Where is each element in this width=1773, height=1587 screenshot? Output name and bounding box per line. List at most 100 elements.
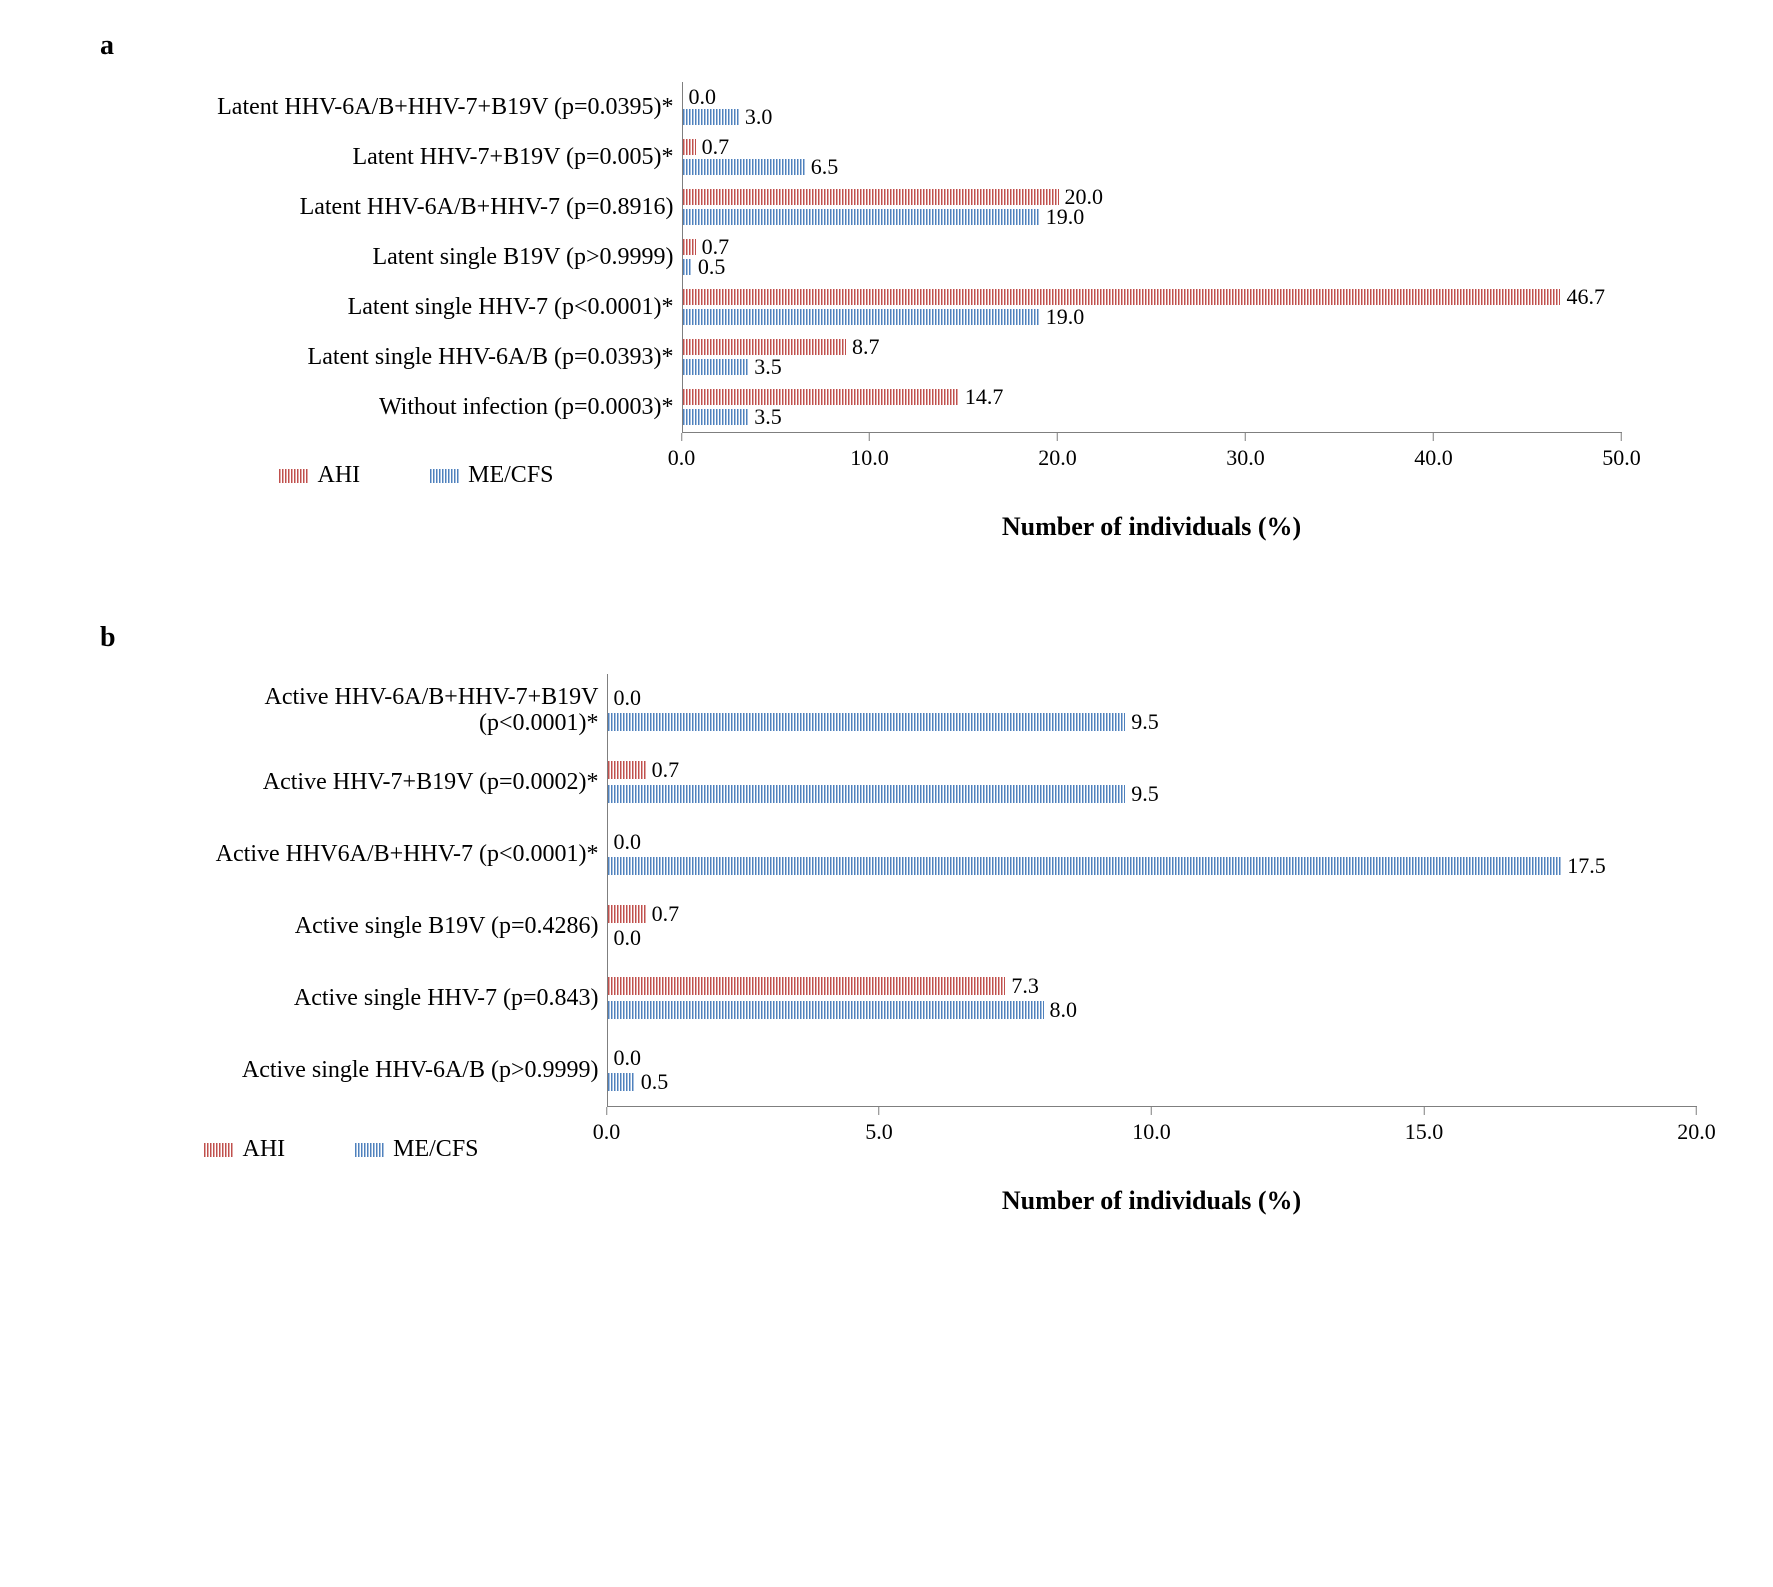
value-label-ahi: 46.7 — [1566, 284, 1605, 310]
bar-row-ahi: 0.7 — [683, 239, 1622, 255]
chart-b: Active HHV-6A/B+HHV-7+B19V(p<0.0001)*0.0… — [40, 674, 1733, 1216]
bar-mecfs — [683, 359, 749, 375]
panel-b: b Active HHV-6A/B+HHV-7+B19V(p<0.0001)*0… — [40, 622, 1733, 1216]
bar-ahi — [683, 339, 847, 355]
bar-mecfs — [608, 857, 1562, 875]
x-tick: 40.0 — [1414, 433, 1453, 471]
bar-mecfs — [683, 109, 739, 125]
chart-a: Latent HHV-6A/B+HHV-7+B19V (p=0.0395)*0.… — [40, 82, 1733, 542]
legend-item: ME/CFS — [430, 462, 553, 489]
chart-row: Latent HHV-7+B19V (p=0.005)*0.76.5 — [152, 132, 1622, 182]
value-label-mecfs: 6.5 — [811, 154, 839, 180]
bar-row-ahi: 8.7 — [683, 339, 1622, 355]
tick-label: 10.0 — [1132, 1119, 1171, 1145]
x-tick: 10.0 — [1132, 1107, 1171, 1145]
value-label-mecfs: 9.5 — [1131, 781, 1159, 807]
bar-ahi — [683, 389, 959, 405]
value-label-mecfs: 3.5 — [754, 354, 782, 380]
x-axis-label: Number of individuals (%) — [1002, 512, 1301, 542]
bar-ahi — [683, 289, 1561, 305]
chart-row: Without infection (p=0.0003)*14.73.5 — [152, 382, 1622, 432]
bar-row-ahi: 0.7 — [683, 139, 1622, 155]
bar-mecfs — [608, 1001, 1044, 1019]
bar-row-ahi: 0.0 — [683, 89, 1622, 105]
bar-row-ahi: 20.0 — [683, 189, 1622, 205]
value-label-mecfs: 0.5 — [641, 1069, 669, 1095]
tick-mark — [1621, 433, 1622, 441]
legend-wrap: AHI ME/CFS — [77, 1106, 607, 1163]
panel-a-label: a — [100, 30, 1733, 62]
bar-mecfs — [683, 209, 1040, 225]
category-label: Latent single B19V (p>0.9999) — [152, 244, 682, 270]
x-axis: 0.05.010.015.020.0 — [607, 1106, 1697, 1176]
value-label-ahi: 0.0 — [614, 829, 642, 855]
tick-mark — [1151, 1107, 1152, 1115]
chart-row: Latent single HHV-6A/B (p=0.0393)*8.73.5 — [152, 332, 1622, 382]
tick-label: 5.0 — [865, 1119, 893, 1145]
plot-cell: 20.0 19.0 — [682, 182, 1622, 232]
panel-b-label: b — [100, 622, 1733, 654]
legend-text: AHI — [242, 1136, 285, 1163]
chart-row: Latent single B19V (p>0.9999)0.70.5 — [152, 232, 1622, 282]
bar-mecfs — [683, 309, 1040, 325]
category-label: Active single HHV-6A/B (p>0.9999) — [77, 1057, 607, 1083]
bar-mecfs — [608, 1073, 635, 1091]
value-label-ahi: 0.0 — [689, 84, 717, 110]
bar-row-mecfs: 9.5 — [608, 713, 1697, 731]
legend-item: ME/CFS — [355, 1136, 478, 1163]
legend-axis-row: AHIME/CFS0.010.020.030.040.050.0Number o… — [152, 432, 1622, 542]
value-label-mecfs: 3.5 — [754, 404, 782, 430]
axis-wrap: 0.010.020.030.040.050.0Number of individ… — [682, 432, 1622, 542]
bar-row-mecfs: 19.0 — [683, 209, 1622, 225]
x-axis-label: Number of individuals (%) — [1002, 1186, 1301, 1216]
chart-row: Latent HHV-6A/B+HHV-7+B19V (p=0.0395)*0.… — [152, 82, 1622, 132]
chart-row: Latent HHV-6A/B+HHV-7 (p=0.8916)20.019.0 — [152, 182, 1622, 232]
legend: AHIME/CFS — [279, 432, 553, 489]
plot-cell: 46.7 19.0 — [682, 282, 1622, 332]
plot-cell: 0.03.0 — [682, 82, 1622, 132]
tick-mark — [681, 433, 682, 441]
x-tick: 0.0 — [668, 433, 696, 471]
value-label-ahi: 0.7 — [702, 134, 730, 160]
bar-row-ahi: 14.7 — [683, 389, 1622, 405]
tick-label: 15.0 — [1405, 1119, 1444, 1145]
chart-row: Latent single HHV-7 (p<0.0001)* 46.7 19.0 — [152, 282, 1622, 332]
plot-cell: 0.09.5 — [607, 674, 1697, 746]
tick-label: 50.0 — [1602, 445, 1641, 471]
bar-row-mecfs: 8.0 — [608, 1001, 1697, 1019]
tick-label: 0.0 — [593, 1119, 621, 1145]
category-label: Latent single HHV-7 (p<0.0001)* — [152, 294, 682, 320]
bar-row-mecfs: 3.0 — [683, 109, 1622, 125]
bar-row-ahi: 0.0 — [608, 833, 1697, 851]
axis-wrap: 0.05.010.015.020.0Number of individuals … — [607, 1106, 1697, 1216]
bar-row-ahi: 7.3 — [608, 977, 1697, 995]
bar-row-mecfs: 6.5 — [683, 159, 1622, 175]
category-label: Active HHV-6A/B+HHV-7+B19V(p<0.0001)* — [77, 684, 607, 737]
chart-row: Active HHV-6A/B+HHV-7+B19V(p<0.0001)*0.0… — [77, 674, 1697, 746]
bar-row-mecfs: 0.5 — [608, 1073, 1697, 1091]
plot-cell: 8.73.5 — [682, 332, 1622, 382]
x-tick: 20.0 — [1677, 1107, 1716, 1145]
bar-row-ahi: 0.7 — [608, 761, 1697, 779]
bar-ahi — [608, 761, 646, 779]
legend-axis-row: AHIME/CFS0.05.010.015.020.0Number of ind… — [77, 1106, 1697, 1216]
x-axis: 0.010.020.030.040.050.0 — [682, 432, 1622, 502]
legend-wrap: AHIME/CFS — [152, 432, 682, 489]
x-tick: 10.0 — [850, 433, 889, 471]
value-label-mecfs: 3.0 — [745, 104, 773, 130]
chart-rows: Latent HHV-6A/B+HHV-7+B19V (p=0.0395)*0.… — [152, 82, 1622, 432]
value-label-ahi: 0.7 — [652, 901, 680, 927]
tick-mark — [1424, 1107, 1425, 1115]
tick-mark — [1057, 433, 1058, 441]
plot-cell: 0.70.0 — [607, 890, 1697, 962]
bar-mecfs — [683, 159, 805, 175]
x-tick: 15.0 — [1405, 1107, 1444, 1145]
bar-mecfs — [683, 259, 692, 275]
category-label: Without infection (p=0.0003)* — [152, 394, 682, 420]
bar-mecfs — [683, 409, 749, 425]
value-label-mecfs: 19.0 — [1046, 304, 1085, 330]
bar-row-mecfs: 3.5 — [683, 409, 1622, 425]
tick-label: 30.0 — [1226, 445, 1265, 471]
value-label-ahi: 0.0 — [614, 1045, 642, 1071]
chart-rows: Active HHV-6A/B+HHV-7+B19V(p<0.0001)*0.0… — [77, 674, 1697, 1106]
